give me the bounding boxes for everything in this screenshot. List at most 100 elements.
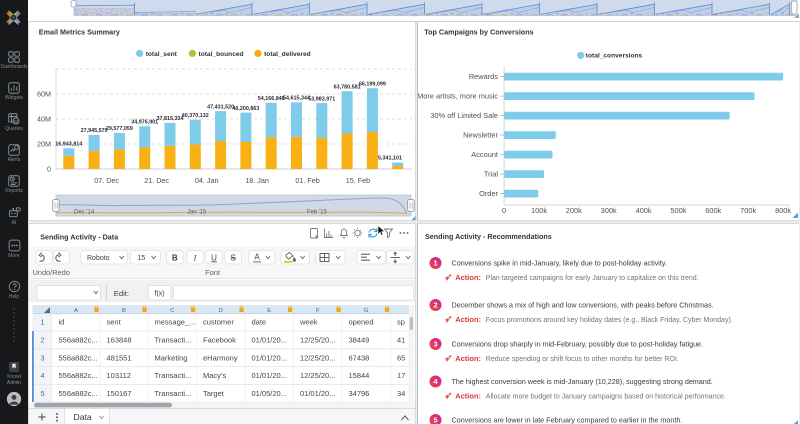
- svg-text:1: 1: [433, 259, 437, 268]
- svg-text:60M: 60M: [37, 89, 51, 98]
- svg-text:Action:: Action:: [455, 354, 481, 363]
- svg-text:54,615,344: 54,615,344: [283, 96, 310, 102]
- svg-text:U: U: [211, 253, 217, 262]
- svg-text:date: date: [252, 318, 267, 327]
- svg-text:16,943,814: 16,943,814: [55, 142, 82, 148]
- svg-text:Roboto: Roboto: [87, 255, 110, 262]
- svg-text:Sending Activity - Recommendat: Sending Activity - Recommendations: [425, 232, 552, 241]
- svg-text:21. Dec: 21. Dec: [144, 176, 169, 185]
- svg-text:Facebook: Facebook: [203, 336, 236, 345]
- svg-text:week: week: [299, 318, 318, 327]
- svg-text:Allocate more budget to Januar: Allocate more budget to January campaign…: [486, 394, 726, 401]
- svg-text:04. Jan: 04. Jan: [195, 176, 219, 185]
- svg-text:eHarmony: eHarmony: [203, 353, 238, 362]
- svg-text:Order: Order: [479, 189, 498, 198]
- svg-text:34: 34: [397, 389, 405, 398]
- svg-text:Action:: Action:: [455, 273, 481, 282]
- svg-text:0: 0: [47, 164, 51, 173]
- svg-text:5: 5: [41, 389, 45, 398]
- svg-text:12/25/20...: 12/25/20...: [300, 371, 335, 380]
- svg-text:Rewards: Rewards: [469, 72, 498, 81]
- svg-text:556a882c...: 556a882c...: [59, 353, 98, 362]
- svg-text:700k: 700k: [740, 206, 756, 215]
- svg-text:600k: 600k: [705, 206, 721, 215]
- svg-text:Jan '15: Jan '15: [187, 210, 207, 216]
- svg-text:200k: 200k: [566, 206, 582, 215]
- svg-text:5,341,101: 5,341,101: [378, 156, 402, 162]
- svg-text:66,199,099: 66,199,099: [359, 81, 386, 87]
- svg-text:01/01/20...: 01/01/20...: [252, 371, 287, 380]
- svg-text:2: 2: [41, 336, 45, 345]
- svg-text:100k: 100k: [531, 206, 547, 215]
- svg-text:300k: 300k: [601, 206, 617, 215]
- svg-text:4: 4: [433, 377, 438, 386]
- svg-text:Dec '14: Dec '14: [74, 210, 95, 216]
- svg-text:Action:: Action:: [455, 315, 481, 324]
- svg-text:Undo/Redo: Undo/Redo: [33, 268, 70, 277]
- svg-text:Email Metrics Summary: Email Metrics Summary: [39, 28, 120, 37]
- svg-text:Reduce spending or shift focus: Reduce spending or shift focus to other …: [486, 356, 679, 363]
- svg-text:481551: 481551: [107, 353, 132, 362]
- svg-text:34796: 34796: [349, 389, 370, 398]
- svg-text:sp: sp: [397, 318, 405, 327]
- svg-text:01. Feb: 01. Feb: [295, 176, 319, 185]
- svg-text:id: id: [59, 318, 65, 327]
- svg-text:Target: Target: [203, 389, 225, 398]
- svg-text:46,200,863: 46,200,863: [232, 106, 259, 112]
- svg-text:Conversions are lower in late: Conversions are lower in late February c…: [452, 416, 683, 424]
- svg-text:3: 3: [41, 353, 45, 362]
- svg-text:150167: 150167: [107, 389, 132, 398]
- svg-text:Edit:: Edit:: [114, 289, 129, 298]
- svg-text:Focus promotions around key ho: Focus promotions around key holiday date…: [486, 317, 733, 324]
- svg-text:total_delivered: total_delivered: [264, 51, 311, 58]
- svg-text:15. Feb: 15. Feb: [346, 176, 370, 185]
- svg-text:Top Campaigns by Conversions: Top Campaigns by Conversions: [424, 28, 533, 37]
- svg-text:A: A: [254, 253, 260, 262]
- svg-text:29,577,059: 29,577,059: [106, 126, 133, 132]
- svg-text:01/01/20...: 01/01/20...: [300, 389, 335, 398]
- svg-text:Transacti...: Transacti...: [155, 371, 192, 380]
- svg-text:opened: opened: [349, 318, 374, 327]
- svg-text:B: B: [122, 308, 126, 314]
- svg-text:12/25/20...: 12/25/20...: [300, 336, 335, 345]
- svg-text:15844: 15844: [349, 371, 370, 380]
- svg-text:500k: 500k: [670, 206, 686, 215]
- svg-text:4: 4: [41, 371, 45, 380]
- svg-text:Macy’s: Macy’s: [203, 371, 226, 380]
- svg-text:01/01/20...: 01/01/20...: [252, 353, 287, 362]
- svg-text:15: 15: [138, 255, 146, 262]
- svg-text:38449: 38449: [349, 336, 370, 345]
- svg-text:F: F: [316, 308, 320, 314]
- svg-text:34,976,901: 34,976,901: [131, 120, 158, 126]
- svg-text:47,431,520: 47,431,520: [207, 104, 234, 110]
- svg-text:67438: 67438: [349, 353, 370, 362]
- svg-text:556a882c...: 556a882c...: [59, 336, 98, 345]
- svg-text:01/05/20...: 01/05/20...: [252, 389, 287, 398]
- svg-text:G: G: [364, 308, 369, 314]
- svg-text:400k: 400k: [636, 206, 652, 215]
- svg-text:customer: customer: [203, 318, 234, 327]
- svg-text:Trial: Trial: [484, 170, 498, 179]
- svg-text:3: 3: [433, 340, 437, 349]
- svg-text:total_bounced: total_bounced: [199, 51, 244, 58]
- svg-text:54,166,848: 54,166,848: [258, 96, 285, 102]
- svg-text:Transacti...: Transacti...: [155, 389, 192, 398]
- svg-text:E: E: [267, 308, 271, 314]
- svg-text:103112: 103112: [107, 371, 131, 380]
- svg-text:556a882c...: 556a882c...: [59, 389, 98, 398]
- svg-text:Data: Data: [74, 412, 92, 422]
- svg-text:A: A: [74, 308, 78, 314]
- svg-text:More artists, more music: More artists, more music: [418, 92, 498, 101]
- svg-text:Font: Font: [205, 268, 220, 277]
- svg-text:07. Dec: 07. Dec: [94, 176, 119, 185]
- svg-text:17: 17: [397, 371, 405, 380]
- svg-text:Conversions spike in mid-Janua: Conversions spike in mid-January, likely…: [452, 259, 667, 268]
- svg-text:D: D: [219, 308, 223, 314]
- svg-text:The highest conversion week is: The highest conversion week is mid-Janua…: [452, 377, 713, 386]
- svg-text:63,780,581: 63,780,581: [334, 84, 361, 90]
- svg-text:27,945,570: 27,945,570: [81, 128, 108, 134]
- svg-text:message_...: message_...: [155, 318, 196, 327]
- svg-text:total_sent: total_sent: [146, 51, 178, 58]
- svg-text:total_conversions: total_conversions: [586, 53, 643, 60]
- svg-text:S: S: [231, 253, 236, 262]
